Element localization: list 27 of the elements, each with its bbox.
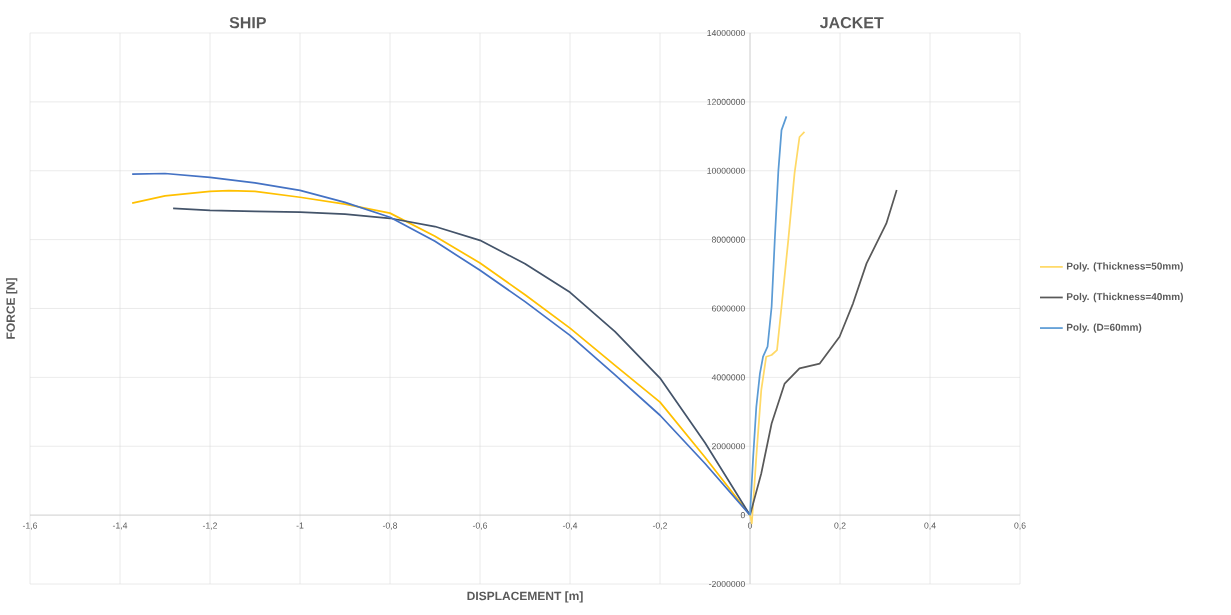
legend-label: Poly. (Thickness=40mm) <box>1066 292 1183 303</box>
x-tick-label: -0,2 <box>652 522 668 530</box>
y-tick-label: 4000000 <box>711 374 745 381</box>
y-tick-label: 0 <box>740 512 745 519</box>
y-tick-label: 2000000 <box>712 443 745 450</box>
y-axis-title: FORCE [N] <box>6 278 18 339</box>
x-tick-label: -1 <box>296 522 304 529</box>
y-tick-label: 12000000 <box>707 98 745 105</box>
text: JACKET <box>819 16 884 29</box>
x-tick-label: 0,6 <box>1014 522 1026 530</box>
x-tick-label: -0,6 <box>472 522 488 530</box>
x-tick-label: -0,8 <box>382 522 398 530</box>
x-tick-label: -0,4 <box>562 522 578 530</box>
text: SHIP <box>229 16 266 29</box>
x-tick-label: 0,2 <box>834 522 846 530</box>
y-tick-label: 6000000 <box>712 305 745 312</box>
y-tick-label: 14000000 <box>707 29 745 37</box>
y-tick-label: -2000000 <box>709 580 745 588</box>
y-tick-label: 10000000 <box>707 167 745 174</box>
x-tick-label: -1,6 <box>22 522 38 530</box>
legend-label: Poly. (D=60mm) <box>1066 323 1142 333</box>
x-tick-label: 0,4 <box>924 522 936 530</box>
x-tick-label: -1,2 <box>202 522 218 530</box>
x-axis-title: DISPLACEMENT [m] <box>467 591 583 603</box>
y-tick-label: 8000000 <box>711 236 745 243</box>
x-tick-label: -1,4 <box>112 522 128 530</box>
legend-label: Poly. (Thickness=50mm) <box>1066 262 1183 272</box>
